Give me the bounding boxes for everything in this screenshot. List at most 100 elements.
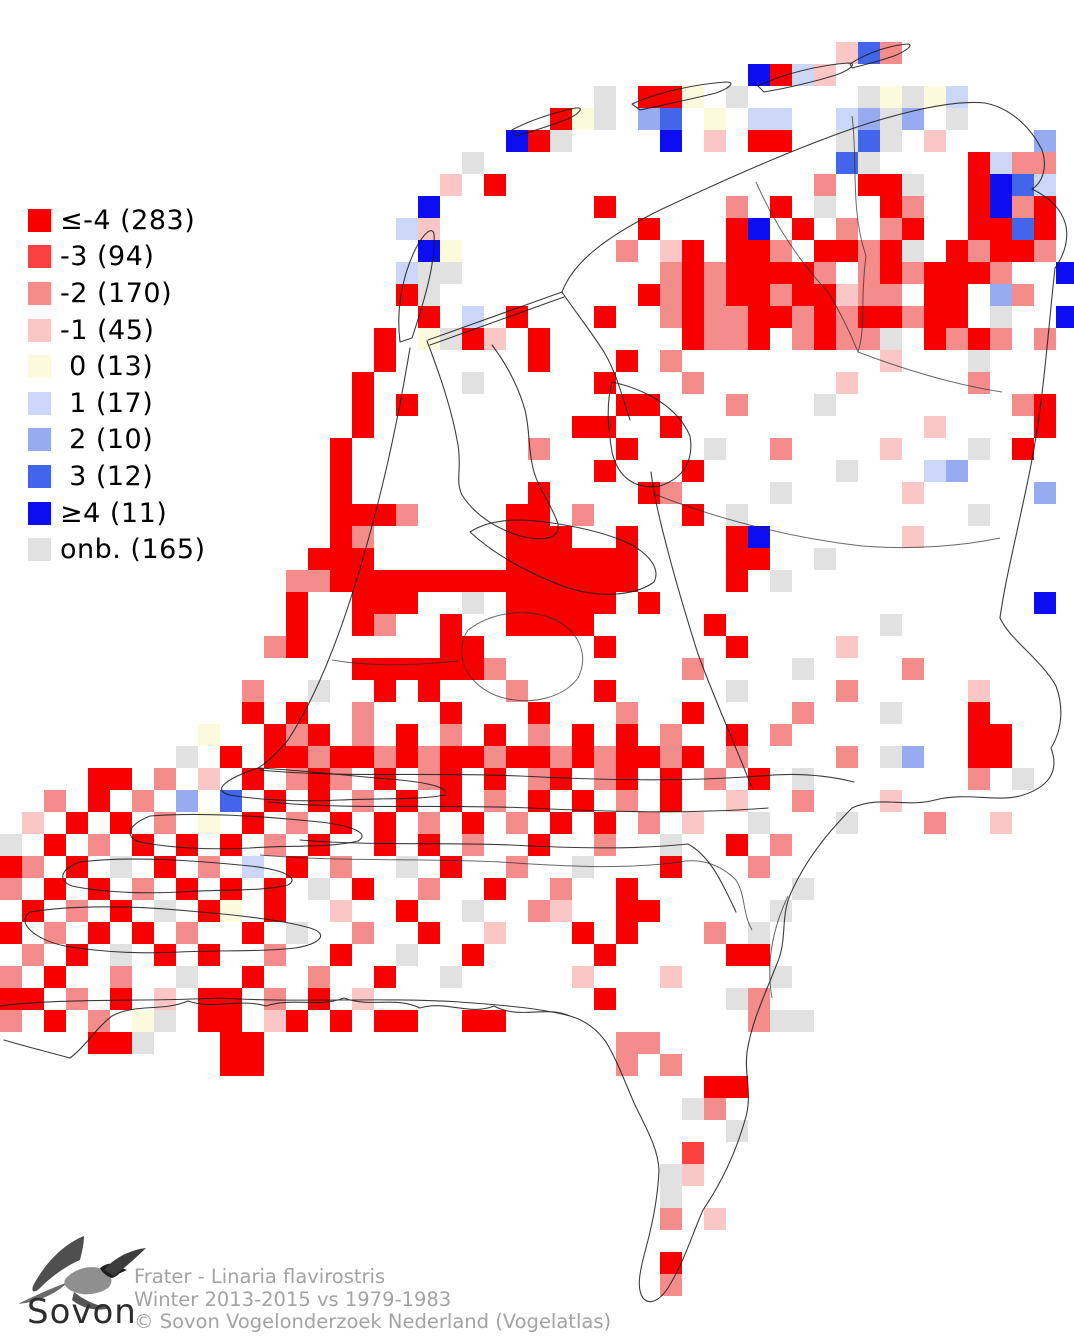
grid-cell [748,988,770,1010]
grid-cell [616,548,638,570]
grid-cell [880,130,902,152]
grid-cell [682,328,704,350]
legend-swatch [28,281,51,305]
grid-cell [836,372,858,394]
grid-cell [770,262,792,284]
grid-cell [704,108,726,130]
grid-cell [616,1032,638,1054]
grid-cell [792,218,814,240]
grid-cell [858,306,880,328]
grid-cell [836,328,858,350]
grid-cell [660,86,682,108]
grid-cell [836,152,858,174]
grid-cell [924,86,946,108]
grid-cell [616,790,638,812]
grid-cell [374,1010,396,1032]
grid-cell [352,416,374,438]
grid-cell [924,130,946,152]
grid-cell [1012,152,1034,174]
grid-cell [968,504,990,526]
grid-cell [66,900,88,922]
grid-cell [352,922,374,944]
grid-cell [990,812,1012,834]
grid-cell [1012,196,1034,218]
grid-cell [748,130,770,152]
grid-cell [352,570,374,592]
caption-period: Winter 2013-2015 vs 1979-1983 [134,1287,452,1311]
legend-swatch [28,355,51,379]
grid-cell [836,460,858,482]
grid-cell [396,1010,418,1032]
grid-cell [484,922,506,944]
grid-cell [44,966,66,988]
grid-cell [198,1010,220,1032]
grid-cell [528,130,550,152]
grid-cell [946,306,968,328]
grid-cell [704,614,726,636]
grid-cell [110,966,132,988]
grid-cell [770,130,792,152]
grid-cell [1034,240,1056,262]
grid-cell [154,856,176,878]
grid-cell [264,878,286,900]
grid-cell [968,328,990,350]
grid-cell [748,548,770,570]
grid-cell [242,856,264,878]
legend-label: 3 (12) [60,460,154,492]
grid-cell [638,284,660,306]
grid-cell [748,108,770,130]
grid-cell [440,262,462,284]
grid-cell [88,1010,110,1032]
grid-cell [286,812,308,834]
grid-cell [110,944,132,966]
grid-cell [110,768,132,790]
grid-cell [880,746,902,768]
grid-cell [814,240,836,262]
legend-item: 3 (12) [28,458,206,495]
grid-cell [748,768,770,790]
grid-cell [902,218,924,240]
grid-cell [814,174,836,196]
grid-cell [880,306,902,328]
grid-cell [0,922,22,944]
grid-cell [396,504,418,526]
grid-cell [770,284,792,306]
grid-cell [440,614,462,636]
grid-cell [242,1032,264,1054]
grid-cell [88,768,110,790]
grid-cell [440,856,462,878]
grid-cell [528,724,550,746]
grid-cell [220,746,242,768]
grid-cell [726,570,748,592]
grid-cell [924,328,946,350]
grid-cell [396,658,418,680]
grid-cell [836,130,858,152]
grid-cell [198,812,220,834]
grid-cell [990,240,1012,262]
grid-cell [528,328,550,350]
grid-cell [1012,174,1034,196]
grid-cell [594,372,616,394]
grid-cell [902,658,924,680]
grid-cell [924,262,946,284]
legend-swatch [28,428,51,452]
grid-cell [1012,394,1034,416]
grid-cell [858,152,880,174]
grid-cell [748,262,770,284]
grid-cell [242,812,264,834]
grid-cell [660,1164,682,1186]
grid-cell [1034,592,1056,614]
grid-cell [660,108,682,130]
grid-cell [44,834,66,856]
grid-cell [704,130,726,152]
grid-cell [858,284,880,306]
grid-cell [418,328,440,350]
grid-cell [946,108,968,130]
grid-cell [528,592,550,614]
grid-cell [462,834,484,856]
grid-cell [110,988,132,1010]
grid-cell [1012,438,1034,460]
sovon-wordmark: Sovon [27,1292,137,1332]
grid-cell [374,504,396,526]
grid-cell [66,856,88,878]
